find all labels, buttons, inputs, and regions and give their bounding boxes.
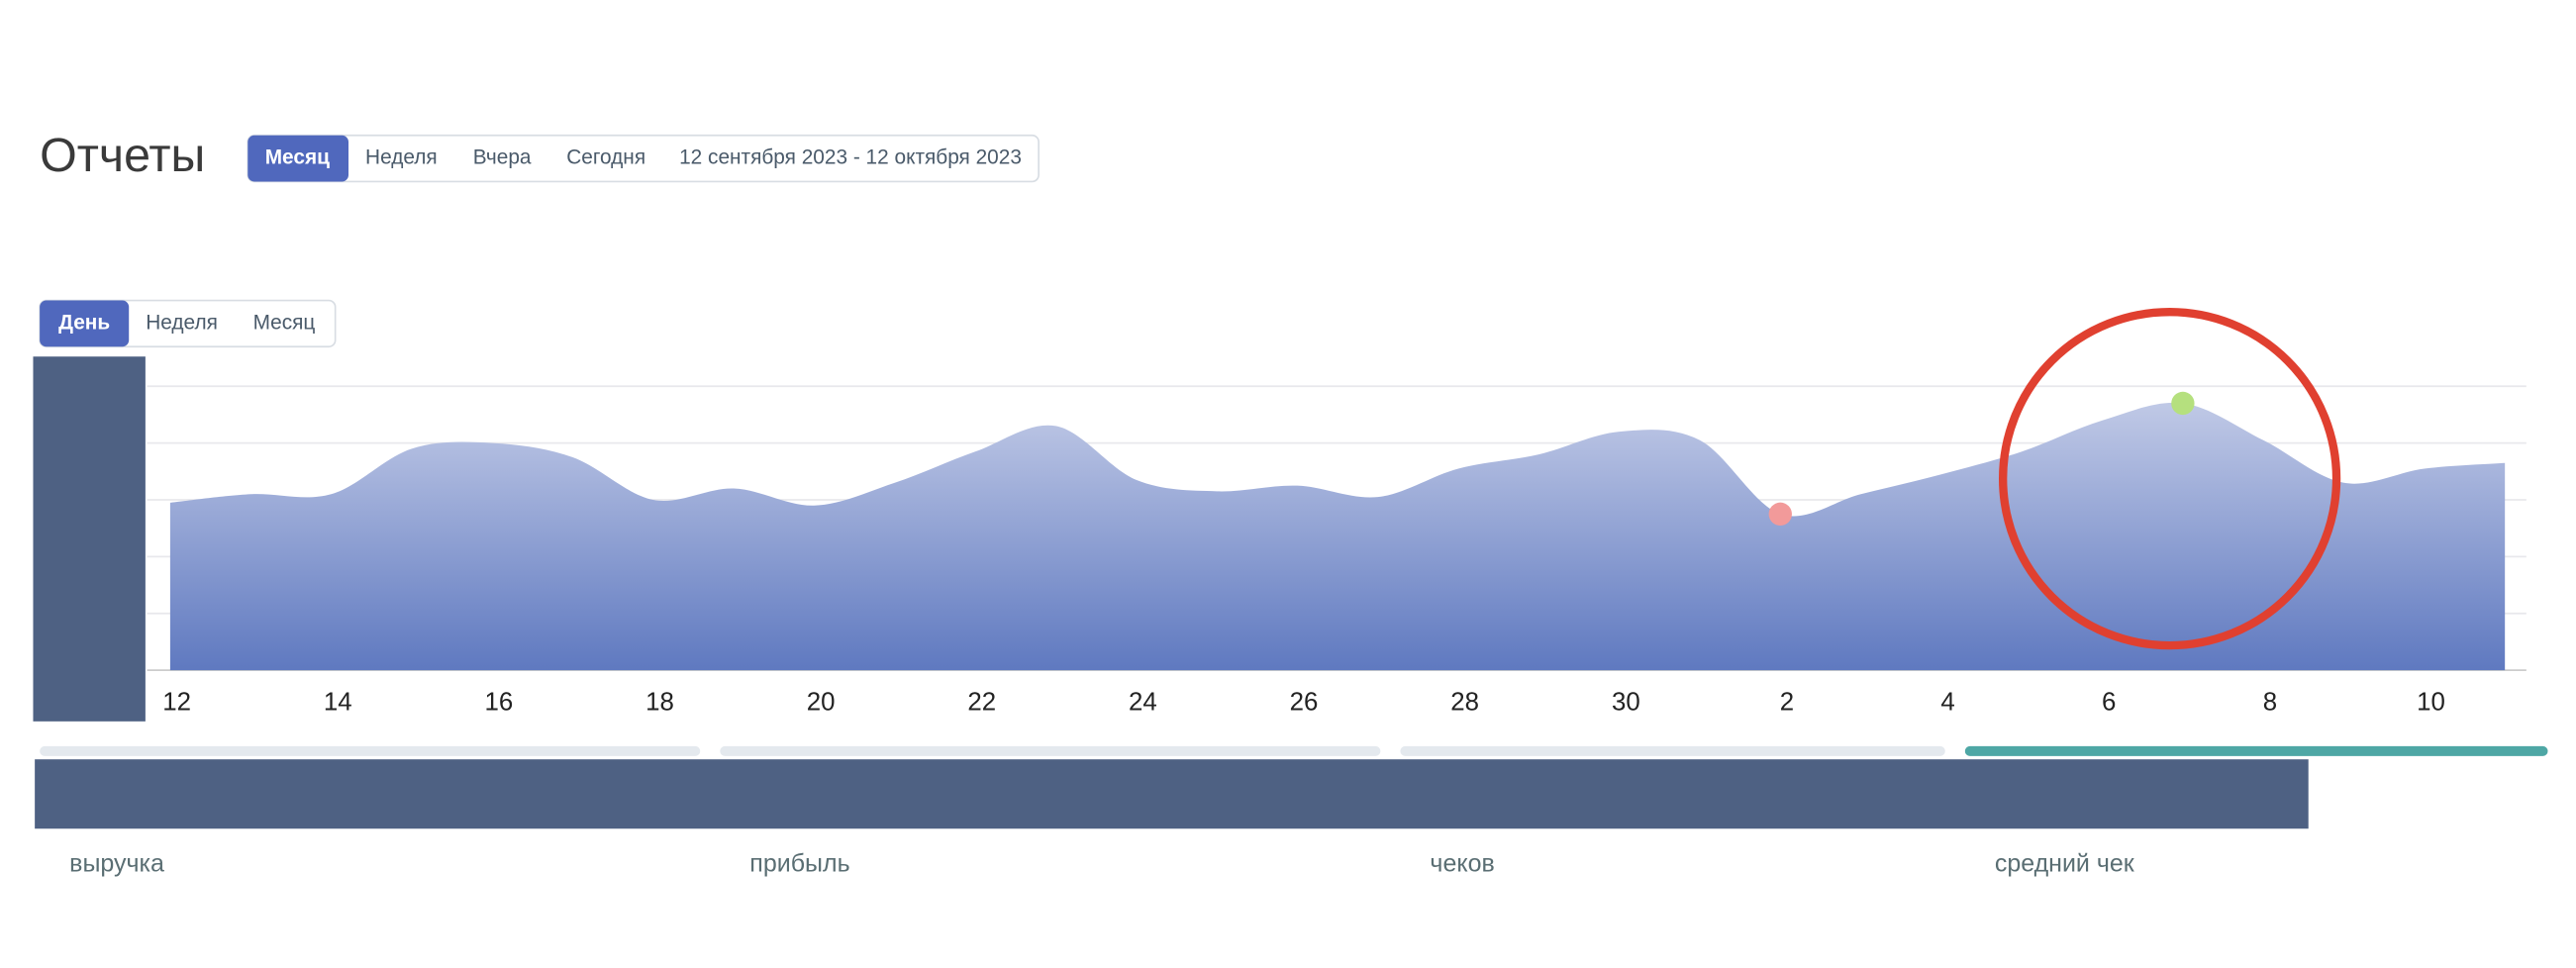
redaction	[33, 356, 146, 722]
max-dot	[2171, 391, 2195, 416]
x-tick-label: 18	[645, 688, 674, 716]
period-tab[interactable]: Вчера	[473, 146, 532, 169]
annotation-circle	[1998, 308, 2341, 650]
metric-card-top	[720, 745, 1381, 756]
x-tick-label: 2	[1780, 688, 1794, 716]
period-tab-active[interactable]	[248, 135, 349, 182]
x-tick-label: 28	[1450, 688, 1479, 716]
metric-label: прибыль	[749, 850, 849, 878]
period-tab[interactable]: 12 сентября 2023 - 12 октября 2023	[679, 146, 1022, 169]
x-tick-label: 16	[484, 688, 513, 716]
min-dot	[1768, 502, 1792, 527]
metric-label: средний чек	[1995, 850, 2135, 878]
x-tick-label: 8	[2263, 688, 2277, 716]
x-tick-label: 12	[162, 688, 191, 716]
x-tick-label: 20	[807, 688, 836, 716]
x-tick-label: 22	[967, 688, 996, 716]
granularity-tab[interactable]: День	[58, 311, 110, 334]
period-tab[interactable]: Сегодня	[566, 146, 645, 169]
metric-label: чеков	[1430, 850, 1494, 878]
metric-card-top	[40, 745, 701, 756]
x-tick-label: 14	[324, 688, 352, 716]
period-tab[interactable]: Неделя	[365, 146, 438, 169]
granularity-tab-active[interactable]	[40, 300, 130, 347]
x-tick-label: 6	[2102, 688, 2116, 716]
redaction	[35, 759, 2309, 829]
metric-card-top	[1400, 745, 1945, 756]
granularity-tab[interactable]: Неделя	[146, 311, 218, 334]
x-tick-label: 24	[1129, 688, 1157, 716]
period-tab[interactable]: Месяц	[265, 146, 330, 169]
page-title: Отчеты	[40, 129, 205, 182]
x-tick-label: 10	[2417, 688, 2445, 716]
granularity-tab[interactable]: Месяц	[253, 311, 316, 334]
x-tick-label: 26	[1290, 688, 1319, 716]
metric-label: выручка	[69, 850, 164, 878]
area	[169, 402, 2506, 671]
x-tick-label: 30	[1612, 688, 1640, 716]
x-tick-label: 4	[1940, 688, 1954, 716]
metric-card-top	[1964, 745, 2548, 756]
